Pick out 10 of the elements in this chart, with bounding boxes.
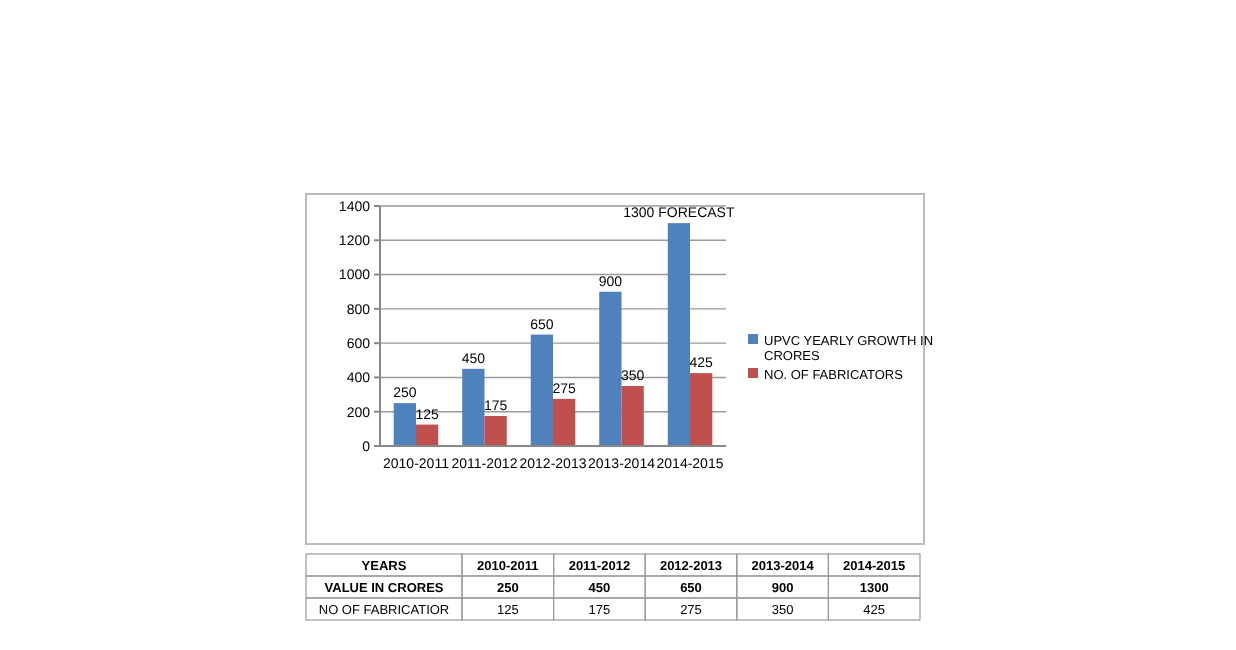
bar [530,334,553,446]
bar [690,373,713,446]
bar [415,424,439,446]
bar [621,386,644,446]
bar [667,223,691,446]
bar [393,403,416,446]
bar [553,398,576,446]
bar [484,416,507,446]
bar [599,291,622,446]
bar [462,368,485,446]
